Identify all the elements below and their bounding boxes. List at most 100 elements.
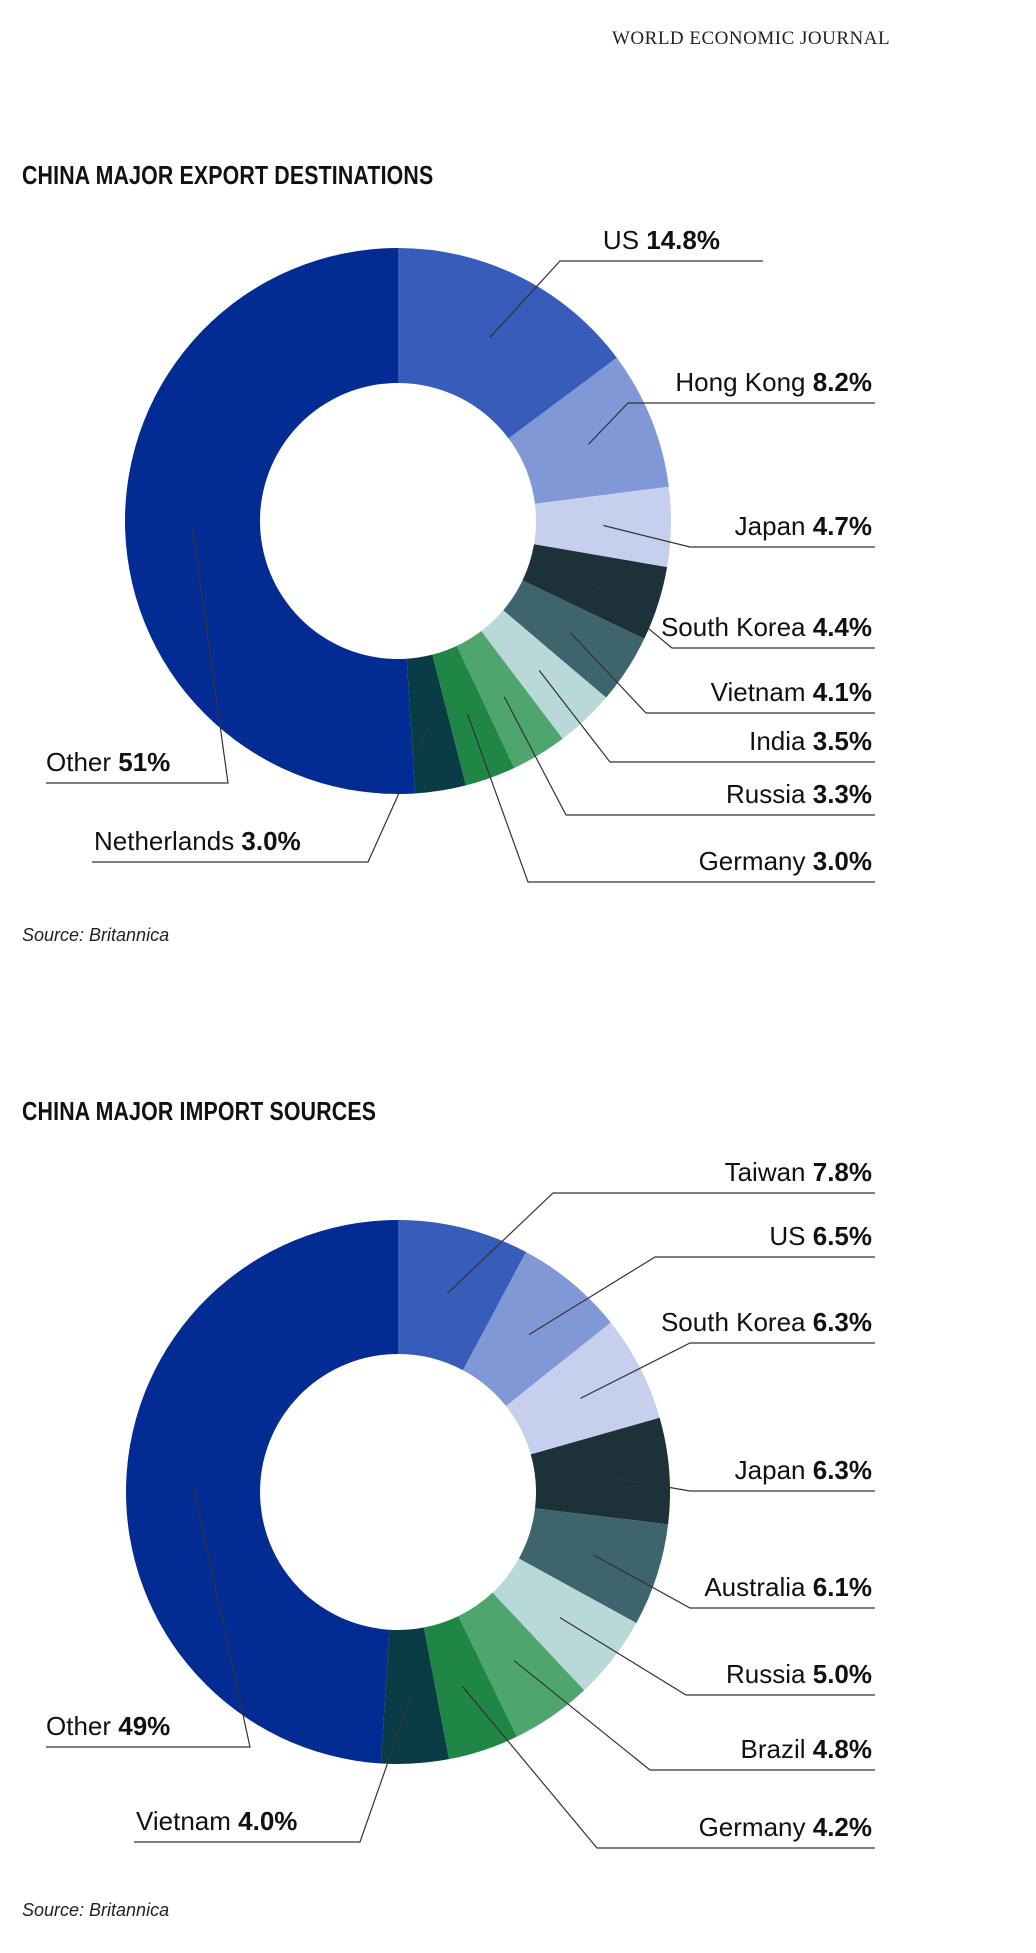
label-hong-kong: Hong Kong 8.2% xyxy=(675,367,872,397)
label-name-vietnam: Vietnam xyxy=(136,1806,238,1836)
label-name-vietnam: Vietnam xyxy=(711,677,813,707)
slice-netherlands xyxy=(406,654,466,794)
slice-vietnam xyxy=(380,1627,449,1764)
label-name-taiwan: Taiwan xyxy=(725,1157,813,1187)
label-value-russia: 3.3% xyxy=(813,779,872,809)
leader-line-vietnam xyxy=(134,1696,412,1843)
label-name-netherlands: Netherlands xyxy=(94,826,241,856)
label-other: Other 51% xyxy=(46,747,170,777)
label-taiwan: Taiwan 7.8% xyxy=(725,1157,872,1187)
leader-line-vietnam xyxy=(570,632,875,714)
label-name-japan: Japan xyxy=(735,1455,813,1485)
label-vietnam: Vietnam 4.1% xyxy=(711,677,872,707)
label-name-south-korea: South Korea xyxy=(661,612,813,642)
label-australia: Australia 6.1% xyxy=(704,1572,872,1602)
label-value-hong-kong: 8.2% xyxy=(813,367,872,397)
leader-line-germany xyxy=(462,1686,875,1849)
label-name-brazil: Brazil xyxy=(740,1734,812,1764)
slice-germany xyxy=(432,645,515,786)
import-chart-title: CHINA MAJOR IMPORT SOURCES xyxy=(22,1096,377,1126)
label-japan: Japan 4.7% xyxy=(735,511,872,541)
label-us: US 14.8% xyxy=(603,225,720,255)
leader-line-us xyxy=(489,260,763,338)
import-source-note: Source: Britannica xyxy=(22,1900,170,1920)
label-value-other: 51% xyxy=(118,747,170,777)
label-value-us: 14.8% xyxy=(646,225,720,255)
leader-line-hong-kong xyxy=(588,402,875,445)
slice-vietnam xyxy=(503,580,645,698)
label-germany: Germany 3.0% xyxy=(699,846,872,876)
label-name-other: Other xyxy=(46,747,118,777)
label-value-germany: 4.2% xyxy=(813,1812,872,1842)
slice-south-korea xyxy=(522,544,668,639)
leader-line-other xyxy=(46,1485,251,1748)
label-india: India 3.5% xyxy=(749,726,872,756)
slice-australia xyxy=(518,1508,669,1624)
label-name-russia: Russia xyxy=(726,779,813,809)
label-name-us: US xyxy=(603,225,646,255)
slice-brazil xyxy=(458,1592,585,1737)
label-value-russia: 5.0% xyxy=(813,1659,872,1689)
label-name-us: US xyxy=(769,1221,812,1251)
label-netherlands: Netherlands 3.0% xyxy=(94,826,301,856)
leader-line-japan xyxy=(603,524,875,548)
label-value-japan: 6.3% xyxy=(813,1455,872,1485)
leader-line-taiwan xyxy=(447,1192,875,1294)
label-us: US 6.5% xyxy=(769,1221,872,1251)
journal-name: WORLD ECONOMIC JOURNAL xyxy=(612,28,891,49)
label-value-vietnam: 4.0% xyxy=(238,1806,297,1836)
label-name-germany: Germany xyxy=(699,846,813,876)
slice-russia xyxy=(492,1558,637,1691)
label-value-us: 6.5% xyxy=(813,1221,872,1251)
slice-south-korea xyxy=(505,1322,660,1455)
label-value-india: 3.5% xyxy=(813,726,872,756)
label-name-australia: Australia xyxy=(704,1572,812,1602)
label-russia: Russia 3.3% xyxy=(726,779,872,809)
slice-taiwan xyxy=(398,1220,527,1371)
leader-line-australia xyxy=(592,1554,875,1609)
leader-line-india xyxy=(538,669,875,763)
label-value-south-korea: 4.4% xyxy=(813,612,872,642)
label-value-taiwan: 7.8% xyxy=(813,1157,872,1187)
label-vietnam: Vietnam 4.0% xyxy=(136,1806,297,1836)
slice-japan xyxy=(530,1417,671,1525)
label-value-netherlands: 3.0% xyxy=(241,826,300,856)
leader-line-japan xyxy=(602,1475,875,1492)
export-donut-chart: US 14.8% Hong Kong 8.2% Japan 4.7% South Ko… xyxy=(46,225,875,883)
slice-japan xyxy=(534,486,671,568)
label-value-vietnam: 4.1% xyxy=(813,677,872,707)
label-name-india: India xyxy=(749,726,813,756)
label-japan: Japan 6.3% xyxy=(735,1455,872,1485)
export-chart-title: CHINA MAJOR EXPORT DESTINATIONS xyxy=(22,160,434,190)
slice-hong-kong xyxy=(508,357,669,504)
export-source-note: Source: Britannica xyxy=(22,925,170,945)
leader-line-russia xyxy=(503,696,875,816)
leader-line-russia xyxy=(559,1617,875,1696)
slice-india xyxy=(481,610,607,739)
label-value-south-korea: 6.3% xyxy=(813,1307,872,1337)
slice-other xyxy=(126,1220,399,1764)
slice-us xyxy=(398,248,617,439)
leader-line-brazil xyxy=(513,1660,875,1771)
leader-line-us xyxy=(528,1256,875,1335)
label-name-russia: Russia xyxy=(726,1659,813,1689)
slice-other xyxy=(125,248,416,794)
label-name-south-korea: South Korea xyxy=(661,1307,813,1337)
label-name-germany: Germany xyxy=(699,1812,813,1842)
label-value-japan: 4.7% xyxy=(813,511,872,541)
label-value-australia: 6.1% xyxy=(813,1572,872,1602)
import-donut-chart: Taiwan 7.8%US 6.5%South Korea 6.3%Japan … xyxy=(46,1157,875,1849)
leader-line-south-korea xyxy=(580,1342,875,1399)
label-name-other: Other xyxy=(46,1711,118,1741)
label-russia: Russia 5.0% xyxy=(726,1659,872,1689)
label-south-korea: South Korea 4.4% xyxy=(661,612,872,642)
label-name-hong-kong: Hong Kong xyxy=(675,367,812,397)
label-value-germany: 3.0% xyxy=(813,846,872,876)
label-other: Other 49% xyxy=(46,1711,170,1741)
label-brazil: Brazil 4.8% xyxy=(740,1734,872,1764)
leader-line-south-korea xyxy=(593,582,875,649)
label-south-korea: South Korea 6.3% xyxy=(661,1307,872,1337)
leader-line-other xyxy=(46,527,229,784)
leader-line-germany xyxy=(467,714,875,883)
label-germany: Germany 4.2% xyxy=(699,1812,872,1842)
